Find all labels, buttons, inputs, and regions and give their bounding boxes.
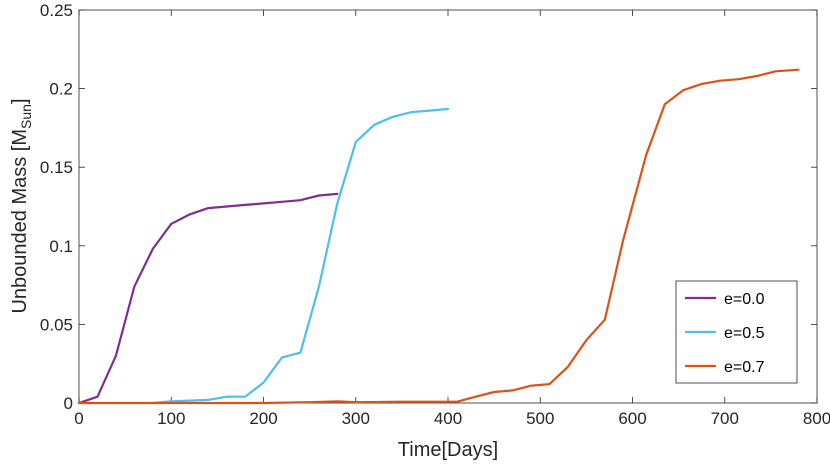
y-tick-label: 0.1 [49, 237, 73, 256]
y-tick-label: 0.05 [40, 315, 73, 334]
legend: e=0.0 e=0.5 e=0.7 [675, 280, 798, 384]
x-tick-label: 600 [618, 409, 646, 428]
x-tick-label: 200 [249, 409, 277, 428]
x-tick-label: 800 [803, 409, 830, 428]
y-tick-label: 0.15 [40, 158, 73, 177]
x-tick-label: 0 [74, 409, 83, 428]
y-axis-ticks: 0 0.05 0.1 0.15 0.2 0.25 [40, 1, 817, 413]
legend-label: e=0.5 [724, 325, 765, 342]
x-axis-ticks: 0 100 200 300 400 500 600 700 800 [74, 10, 830, 428]
x-tick-label: 300 [342, 409, 370, 428]
y-axis-title-close: ] [9, 98, 31, 104]
series-line-e=0.5 [151, 107, 450, 405]
series-line-e=0.7 [77, 68, 800, 405]
y-tick-label: 0.25 [40, 1, 73, 20]
x-tick-label: 500 [526, 409, 554, 428]
legend-label: e=0.7 [724, 359, 765, 376]
y-axis-title: Unbounded Mass [MSun] [9, 98, 34, 313]
legend-label: e=0.0 [724, 291, 765, 308]
x-tick-label: 400 [434, 409, 462, 428]
x-tick-label: 700 [711, 409, 739, 428]
x-tick-label: 100 [157, 409, 185, 428]
series-line-e=0.0 [77, 192, 339, 405]
x-axis-title: Time[Days] [398, 439, 498, 461]
y-tick-label: 0 [64, 394, 73, 413]
series-lines [77, 68, 800, 405]
y-tick-label: 0.2 [49, 80, 73, 99]
y-axis-title-main: Unbounded Mass [M [9, 129, 31, 314]
y-axis-title-sub: Sun [18, 104, 34, 129]
